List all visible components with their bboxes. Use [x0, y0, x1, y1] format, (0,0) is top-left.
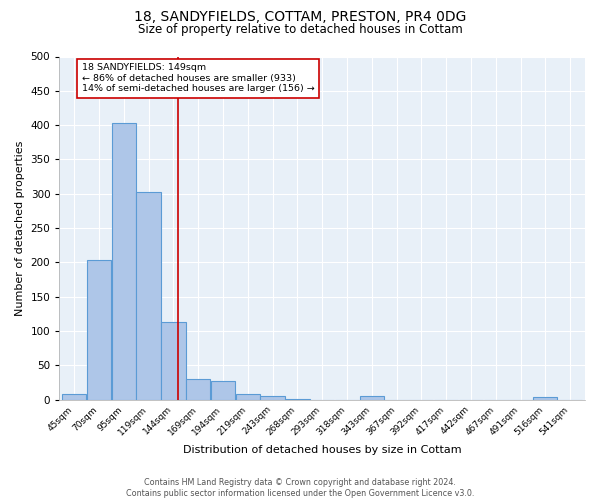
Text: 18, SANDYFIELDS, COTTAM, PRESTON, PR4 0DG: 18, SANDYFIELDS, COTTAM, PRESTON, PR4 0D…: [134, 10, 466, 24]
Bar: [87, 260, 111, 400]
Text: 18 SANDYFIELDS: 149sqm
← 86% of detached houses are smaller (933)
14% of semi-de: 18 SANDYFIELDS: 149sqm ← 86% of detached…: [82, 64, 314, 93]
Text: Size of property relative to detached houses in Cottam: Size of property relative to detached ho…: [137, 22, 463, 36]
Y-axis label: Number of detached properties: Number of detached properties: [15, 140, 25, 316]
Bar: [211, 381, 235, 400]
Text: Contains HM Land Registry data © Crown copyright and database right 2024.
Contai: Contains HM Land Registry data © Crown c…: [126, 478, 474, 498]
Bar: [62, 394, 86, 400]
Bar: [186, 379, 211, 400]
Bar: [112, 123, 136, 400]
Bar: [236, 394, 260, 400]
Bar: [260, 396, 285, 400]
Bar: [285, 399, 310, 400]
X-axis label: Distribution of detached houses by size in Cottam: Distribution of detached houses by size …: [183, 445, 461, 455]
Bar: [533, 397, 557, 400]
Bar: [136, 192, 161, 400]
Bar: [161, 322, 185, 400]
Bar: [359, 396, 384, 400]
